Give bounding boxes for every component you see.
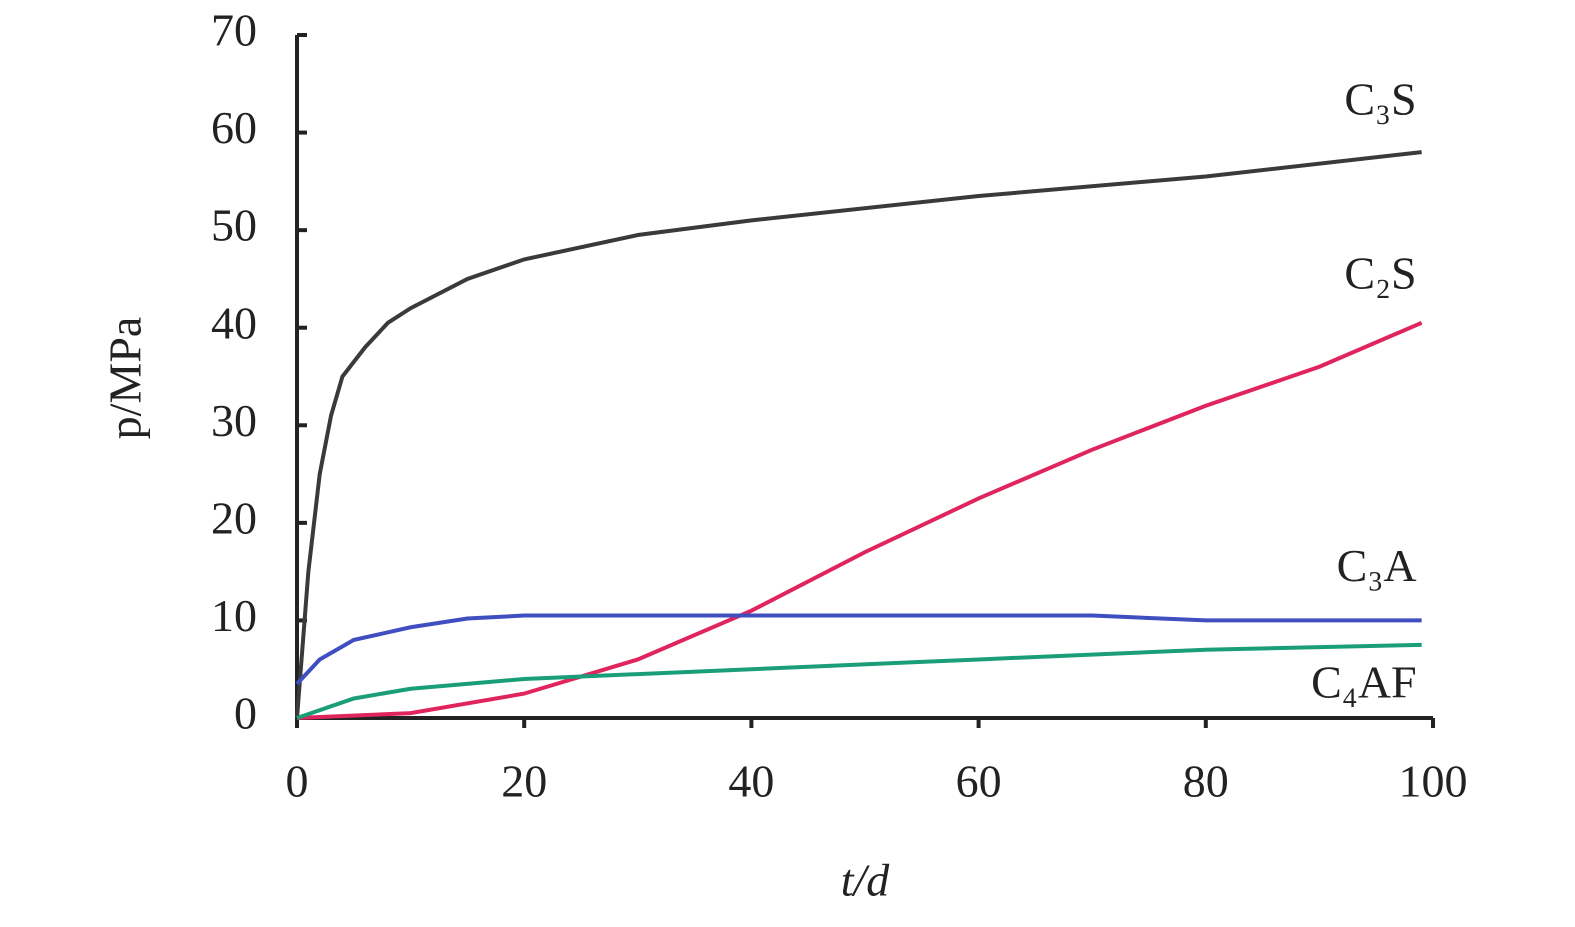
x-tick-label: 60 (956, 756, 1002, 807)
y-tick-label: 70 (211, 5, 257, 56)
y-tick-label: 0 (234, 688, 257, 739)
series-line (295, 613, 1422, 686)
x-tick-label: 80 (1183, 756, 1229, 807)
y-tick-label: 10 (211, 590, 257, 641)
series-label: C₃A (1337, 540, 1417, 591)
y-tick-label: 40 (211, 297, 257, 348)
y-tick-label: 60 (211, 102, 257, 153)
x-tick-label: 0 (286, 756, 309, 807)
x-axis-label: t/d (841, 855, 891, 906)
series-line (296, 320, 1423, 720)
series-label: C₂S (1344, 247, 1416, 298)
y-tick-label: 30 (211, 395, 257, 446)
series-line (296, 642, 1422, 720)
y-axis-label: p/MPa (100, 317, 151, 440)
series-label: C₄AF (1311, 656, 1417, 707)
y-tick-label: 50 (211, 200, 257, 251)
y-tick-label: 20 (211, 492, 257, 543)
x-tick-label: 40 (728, 756, 774, 807)
series-line (295, 150, 1422, 719)
x-tick-label: 100 (1399, 756, 1468, 807)
x-tick-label: 20 (501, 756, 547, 807)
series-label: C₃S (1344, 74, 1416, 125)
